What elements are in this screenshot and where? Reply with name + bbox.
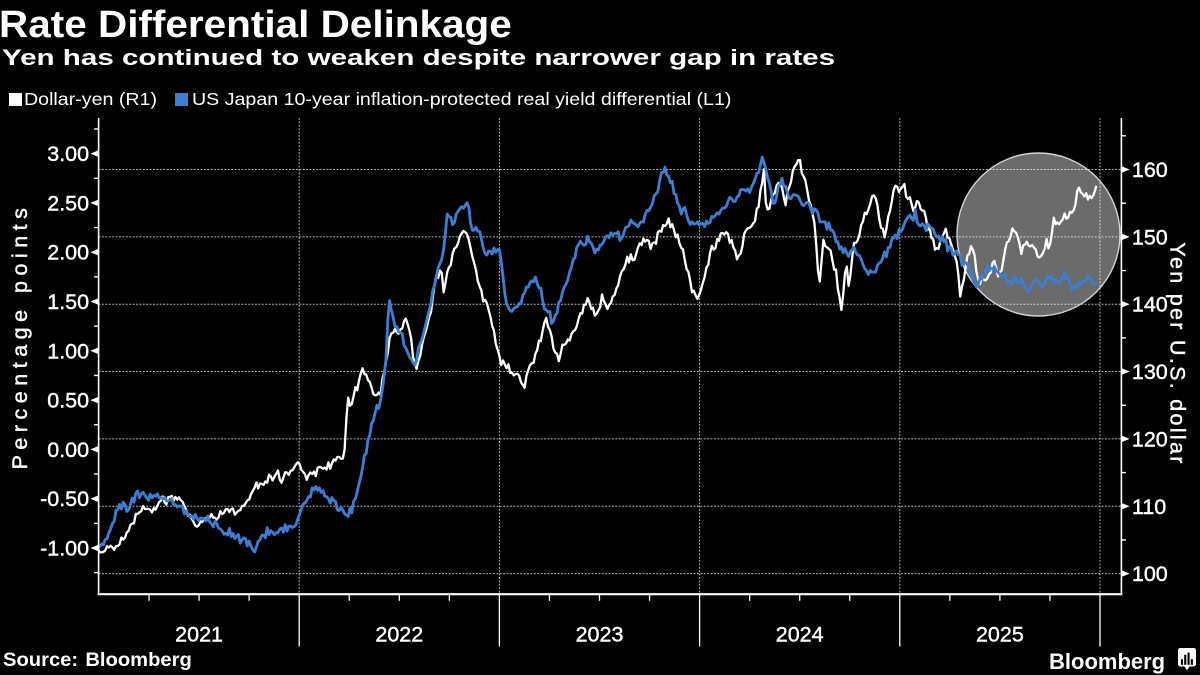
svg-text:2.00: 2.00	[47, 241, 89, 265]
svg-text:110: 110	[1132, 495, 1166, 519]
svg-text:2024: 2024	[776, 623, 824, 647]
svg-text:2025: 2025	[976, 623, 1024, 647]
svg-text:130: 130	[1132, 360, 1168, 384]
svg-text:1.50: 1.50	[47, 290, 89, 314]
svg-text:120: 120	[1132, 427, 1168, 451]
svg-text:100: 100	[1132, 562, 1168, 586]
svg-text:-1.00: -1.00	[40, 537, 89, 561]
svg-text:2022: 2022	[375, 623, 423, 647]
svg-text:Yen per U.S. dollar: Yen per U.S. dollar	[1166, 242, 1190, 465]
svg-text:Percentage points: Percentage points	[8, 203, 32, 470]
svg-text:0.50: 0.50	[47, 389, 89, 413]
svg-text:0.00: 0.00	[47, 438, 89, 462]
svg-text:2021: 2021	[175, 623, 223, 647]
svg-text:2.50: 2.50	[47, 191, 89, 215]
svg-text:1.00: 1.00	[47, 339, 89, 363]
svg-text:2023: 2023	[576, 623, 624, 647]
svg-text:3.00: 3.00	[47, 142, 89, 166]
svg-text:-0.50: -0.50	[40, 487, 89, 511]
svg-text:150: 150	[1132, 225, 1168, 249]
svg-text:160: 160	[1132, 158, 1168, 182]
svg-text:140: 140	[1132, 293, 1168, 317]
